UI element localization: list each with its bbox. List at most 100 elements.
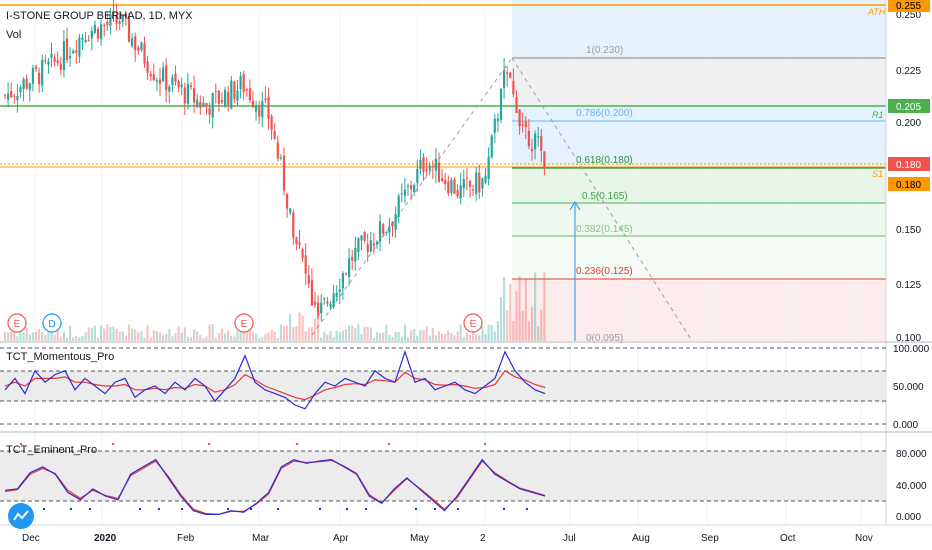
volume-bar-174 <box>543 272 546 341</box>
volume-bar-139 <box>434 335 437 341</box>
volume-bar-144 <box>450 332 453 341</box>
time-tick-dec: Dec <box>22 533 40 544</box>
volume-bar-58 <box>183 327 186 341</box>
candle-body-66 <box>208 108 211 115</box>
eminent-line-slow <box>4 459 546 516</box>
volume-bar-14 <box>47 325 50 341</box>
fib-label-1: 1(0.230) <box>586 45 623 56</box>
candle-body-84 <box>264 98 267 101</box>
volume-bar-39 <box>124 335 127 341</box>
volume-bar-171 <box>534 272 537 341</box>
event-marker-d[interactable]: D <box>42 313 62 333</box>
volume-bar-130 <box>406 337 410 341</box>
volume-bar-168 <box>524 278 527 341</box>
volume-bar-108 <box>338 332 341 341</box>
volume-bar-125 <box>391 337 394 341</box>
volume-bar-51 <box>162 335 165 341</box>
candle-body-43 <box>137 47 140 51</box>
volume-bar-42 <box>134 329 137 341</box>
volume-bar-150 <box>468 334 472 341</box>
candle-body-157 <box>490 135 493 158</box>
candle-body-117 <box>366 244 369 252</box>
price-tick-0100: 0.100 <box>896 333 921 344</box>
momentous-title: TCT_Momentous_Pro <box>6 351 114 363</box>
price-badge-s1: 0.180 <box>896 180 921 191</box>
volume-bar-32 <box>103 328 106 341</box>
volume-bar-146 <box>456 331 459 341</box>
fib-zone-4 <box>512 203 886 236</box>
volume-bar-9 <box>31 332 34 341</box>
eminent-dot-8 <box>208 443 210 445</box>
candle-body-105 <box>329 303 332 307</box>
volume-bar-102 <box>320 337 323 341</box>
volume-bar-156 <box>487 324 490 341</box>
volume-bar-137 <box>428 335 431 341</box>
volume-bar-153 <box>478 335 481 341</box>
volume-bar-25 <box>81 336 84 341</box>
candle-body-13 <box>44 60 47 62</box>
candle-body-49 <box>155 80 158 82</box>
volume-bar-29 <box>93 325 96 341</box>
volume-bar-105 <box>329 331 332 341</box>
candle-body-5 <box>19 87 22 93</box>
volume-bar-124 <box>388 334 391 341</box>
volume-bar-23 <box>75 335 78 341</box>
candle-body-72 <box>227 92 230 105</box>
candle-body-3 <box>13 95 16 97</box>
volume-bar-128 <box>400 336 403 341</box>
volume-bar-8 <box>28 334 31 341</box>
volume-bar-54 <box>171 336 174 341</box>
candle-body-57 <box>180 84 183 88</box>
volume-bar-134 <box>419 330 422 341</box>
candle-body-106 <box>332 293 335 307</box>
volume-bar-68 <box>214 337 217 341</box>
volume-bar-163 <box>509 283 512 341</box>
candle-body-123 <box>385 231 388 234</box>
fib-zone-6 <box>512 279 886 341</box>
candle-body-91 <box>286 193 289 209</box>
volume-bar-6 <box>22 331 25 341</box>
tradingview-logo-icon[interactable] <box>8 503 34 529</box>
event-marker-e1[interactable]: E <box>7 313 27 333</box>
volume-bar-74 <box>233 336 236 341</box>
candle-body-97 <box>304 255 307 274</box>
volume-bar-52 <box>165 334 168 341</box>
candle-body-20 <box>65 38 69 61</box>
candle-body-1 <box>7 93 10 100</box>
eminent-dot-3 <box>89 508 91 510</box>
volume-bar-109 <box>341 330 344 341</box>
candle-body-125 <box>391 222 394 227</box>
candle-body-16 <box>53 57 56 63</box>
volume-bar-79 <box>248 327 251 341</box>
level-label-s1: S1 <box>872 169 883 179</box>
eminent-dot-17 <box>415 508 417 510</box>
time-tick-aug: Aug <box>632 533 650 544</box>
event-marker-e3[interactable]: E <box>463 313 483 333</box>
candle-body-32 <box>103 24 106 26</box>
volume-bar-34 <box>109 326 112 341</box>
event-marker-e2[interactable]: E <box>234 313 254 333</box>
chart-title: I-STONE GROUP BERHAD, 1D, MYX <box>6 10 193 22</box>
volume-bar-145 <box>453 335 456 341</box>
candle-body-70 <box>220 99 224 103</box>
volume-bar-80 <box>251 332 255 341</box>
volume-bar-78 <box>245 332 248 341</box>
momentous-tick-0: 0.000 <box>893 420 918 431</box>
candle-body-90 <box>282 155 286 191</box>
candle-body-147 <box>459 185 462 199</box>
volume-bar-122 <box>382 332 385 341</box>
fib-zone-top <box>512 0 886 58</box>
volume-bar-87 <box>273 331 276 341</box>
eminent-dot-7 <box>181 508 183 510</box>
candle-body-120 <box>375 241 379 245</box>
volume-bar-30 <box>96 337 100 341</box>
fib-label-05: 0.5(0.165) <box>582 191 628 202</box>
candle-body-18 <box>59 64 62 70</box>
eminent-dot-1 <box>43 508 45 510</box>
trend-line-up <box>311 57 513 336</box>
volume-bar-95 <box>298 312 301 341</box>
candle-body-170 <box>530 148 534 152</box>
level-label-ath: ATH <box>867 7 886 17</box>
volume-bar-27 <box>87 327 90 341</box>
